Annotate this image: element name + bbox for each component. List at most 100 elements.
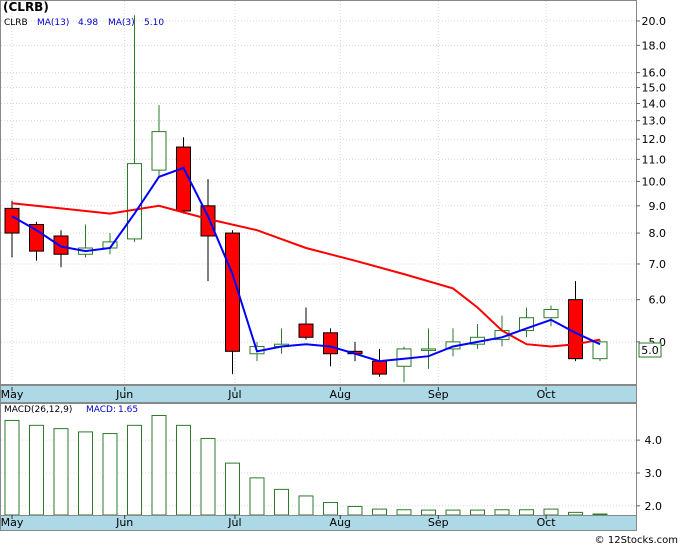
- price-grid: [1, 1, 636, 385]
- macd-bar: [323, 502, 338, 516]
- candle-body: [592, 341, 608, 360]
- price-y-tick-label: 9.0: [649, 200, 667, 213]
- macd-bar: [53, 428, 69, 516]
- x-tick-label: Oct: [537, 516, 557, 529]
- last-price-box: [638, 342, 662, 358]
- moving-average-lines: [11, 166, 601, 363]
- macd-bar: [372, 508, 387, 516]
- price-plot-frame: [0, 0, 637, 385]
- price-y-tick-label: 13.0: [642, 115, 667, 128]
- candle-body: [151, 131, 167, 171]
- price-candle: [53, 230, 69, 268]
- moving-average-line: [11, 202, 601, 348]
- price-legend: CLRB MA(13) 4.98 MA(3) 5.10: [4, 18, 164, 28]
- macd-bar: [78, 431, 93, 516]
- macd-bar: [225, 462, 240, 516]
- price-legend-ma13-value: 4.98: [78, 18, 98, 28]
- candle-body: [127, 163, 142, 240]
- candle-body: [298, 323, 314, 338]
- price-candle: [421, 328, 436, 369]
- macd-bar: [102, 433, 118, 516]
- macd-legend-name: MACD(26,12,9): [4, 405, 72, 415]
- price-candle: [151, 105, 167, 177]
- macd-bar: [127, 424, 142, 516]
- macd-y-tick-label: 4.0: [645, 434, 663, 447]
- macd-bar: [249, 477, 265, 516]
- price-y-tick-label: 6.0: [649, 294, 667, 307]
- macd-bar: [494, 509, 510, 516]
- macd-bar: [4, 419, 20, 516]
- price-y-tick-label: 20.0: [642, 15, 667, 28]
- x-tick-label: May: [1, 516, 24, 529]
- x-tick-label: Jul: [227, 516, 241, 529]
- macd-bar: [470, 509, 485, 516]
- x-tick-label: Aug: [330, 516, 351, 529]
- x-tick-label: Jun: [115, 388, 133, 401]
- price-y-tick-labels: 20.0 18.0 16.0 15.0 14.0 13.0 12.0 11.0 10.0 9.0 8…: [636, 15, 666, 349]
- macd-panel: 4.0 3.0 2.0 MACD(26,12,9) MACD: 1.65 May Ju…: [0, 403, 662, 531]
- candle-body: [53, 235, 69, 255]
- candle-body: [29, 224, 44, 252]
- price-y-tick-label: 16.0: [642, 67, 667, 80]
- price-y-tick-label: 7.0: [649, 258, 667, 271]
- x-tick-label: Jun: [115, 516, 133, 529]
- macd-bar: [151, 414, 167, 516]
- price-candle: [225, 230, 240, 375]
- macd-legend: MACD(26,12,9) MACD: 1.65: [4, 405, 138, 415]
- price-legend-ma3-label: MA(3): [108, 18, 135, 28]
- macd-legend-label: MACD:: [86, 405, 116, 415]
- macd-bars: [1, 414, 636, 516]
- macd-bar: [176, 424, 191, 516]
- macd-bar: [29, 424, 44, 516]
- x-tick-label: Aug: [330, 388, 351, 401]
- macd-bar: [298, 495, 314, 516]
- macd-bar: [274, 488, 289, 516]
- last-price-label: 5.0: [641, 344, 659, 357]
- price-candle: [176, 137, 191, 214]
- price-x-tick-labels: May Jun Jul Aug Sep Oct: [1, 387, 557, 401]
- price-y-tick-label: 14.0: [642, 98, 667, 111]
- price-candle: [298, 307, 314, 340]
- macd-x-axis-band: [0, 515, 637, 531]
- macd-bar: [568, 511, 583, 516]
- candle-body: [4, 207, 20, 234]
- macd-bar: [543, 508, 559, 516]
- price-candle: [200, 179, 216, 282]
- moving-average-line: [11, 166, 601, 363]
- price-y-tick-label: 11.0: [642, 153, 667, 166]
- candle-body: [176, 146, 191, 212]
- candle-body: [225, 232, 240, 352]
- price-y-tick-label: 8.0: [649, 227, 667, 240]
- x-tick-label: Sep: [428, 516, 449, 529]
- macd-y-tick-label: 2.0: [645, 500, 663, 513]
- price-y-tick-label: 18.0: [642, 39, 667, 52]
- x-tick-label: Jul: [227, 388, 241, 401]
- price-panel: 20.0 18.0 16.0 15.0 14.0 13.0 12.0 11.0 10.0 9.0 8…: [0, 0, 666, 403]
- price-chart-title: (CLRB): [3, 0, 49, 14]
- macd-bar: [200, 437, 216, 516]
- x-tick-label: Oct: [537, 388, 557, 401]
- price-candle: [543, 305, 559, 327]
- price-y-tick-label: 12.0: [642, 133, 667, 146]
- price-candles: [4, 15, 608, 383]
- price-y-tick-label: 15.0: [642, 82, 667, 95]
- macd-bar: [421, 509, 436, 516]
- macd-bar: [347, 505, 363, 516]
- price-x-axis-band: [0, 385, 637, 403]
- macd-y-tick-labels: 4.0 3.0 2.0: [636, 434, 662, 513]
- x-tick-label: Sep: [428, 388, 449, 401]
- footer-credit: © 12Stocks.com: [595, 535, 678, 546]
- macd-bar: [445, 509, 461, 516]
- macd-plot-frame: [0, 403, 637, 516]
- macd-x-tick-labels: May Jun Jul Aug Sep Oct: [1, 515, 557, 529]
- macd-bar: [592, 513, 608, 516]
- price-legend-ma3-value: 5.10: [144, 18, 164, 28]
- price-legend-ticker: CLRB: [4, 18, 28, 28]
- price-candle: [29, 221, 44, 261]
- last-price-marker: 5.0: [638, 342, 662, 358]
- macd-bar: [396, 509, 412, 516]
- macd-y-tick-label: 3.0: [645, 467, 663, 480]
- candle-body: [421, 348, 436, 351]
- macd-legend-value: 1.65: [118, 405, 138, 415]
